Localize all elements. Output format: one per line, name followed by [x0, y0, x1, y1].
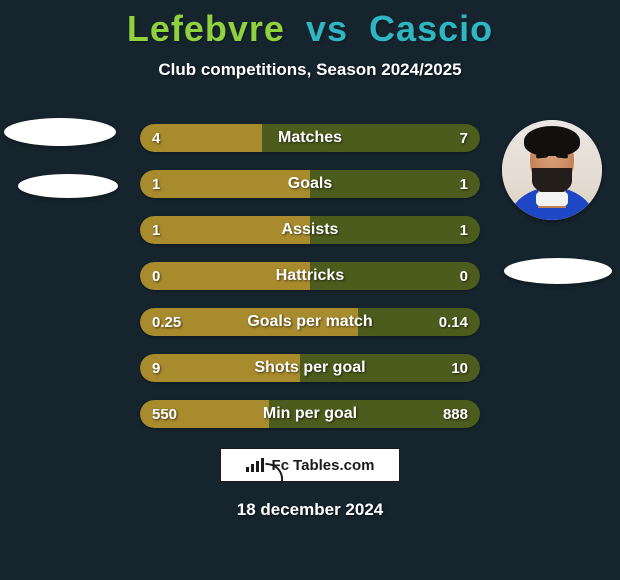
logo-text-suffix: Tables.com: [293, 457, 374, 474]
stat-bar: 00Hattricks: [140, 262, 480, 290]
stat-bar: 47Matches: [140, 124, 480, 152]
logo-bars-icon: [246, 456, 266, 472]
stat-bar: 910Shots per goal: [140, 354, 480, 382]
player2-name: Cascio: [369, 8, 493, 49]
placeholder-ellipse: [504, 258, 612, 284]
stat-bar: 11Assists: [140, 216, 480, 244]
date-text: 18 december 2024: [0, 500, 620, 520]
stat-label: Min per goal: [140, 400, 480, 428]
stat-bar: 550888Min per goal: [140, 400, 480, 428]
left-decor: [0, 118, 120, 198]
player2-avatar: [502, 120, 602, 220]
stat-label: Hattricks: [140, 262, 480, 290]
stat-bar: 0.250.14Goals per match: [140, 308, 480, 336]
stat-label: Goals: [140, 170, 480, 198]
title-vs: vs: [306, 8, 348, 49]
player1-name: Lefebvre: [127, 8, 285, 49]
stat-label: Goals per match: [140, 308, 480, 336]
stat-bar: 11Goals: [140, 170, 480, 198]
placeholder-ellipse: [4, 118, 116, 146]
right-decor: [480, 120, 620, 284]
stat-label: Assists: [140, 216, 480, 244]
fctables-logo: FcTables.com: [220, 448, 400, 482]
stat-label: Matches: [140, 124, 480, 152]
stats-bars: 47Matches 11Goals 11Assists 00Hattricks 0.25…: [140, 124, 480, 446]
placeholder-ellipse: [18, 174, 118, 198]
comparison-title: Lefebvre vs Cascio: [0, 0, 620, 50]
stat-label: Shots per goal: [140, 354, 480, 382]
subtitle: Club competitions, Season 2024/2025: [0, 60, 620, 80]
